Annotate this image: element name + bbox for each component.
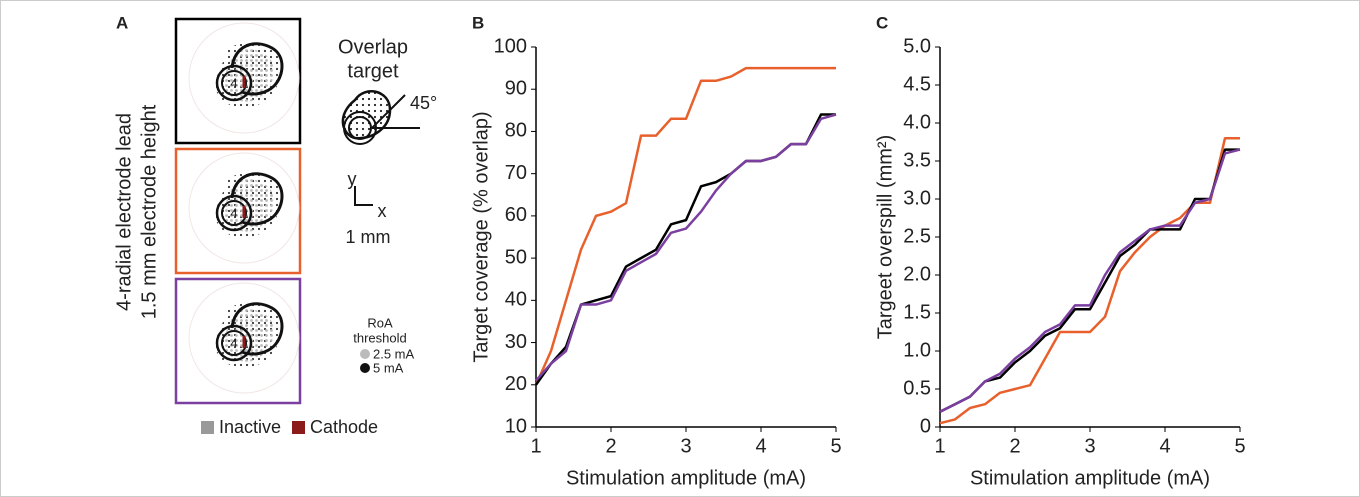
y-tick-label: 30 [505, 331, 527, 353]
roa-label: 2.5 mA [373, 346, 415, 361]
panel-letter: B [472, 13, 484, 32]
x-tick-label: 4 [755, 435, 766, 457]
scale-bar [354, 186, 373, 206]
x-axis-label: Stimulation amplitude (mA) [970, 467, 1210, 489]
y-tick-label: 50 [505, 246, 527, 268]
angle-label: 45° [410, 93, 437, 113]
y-tick-label: 2.0 [903, 263, 931, 285]
x-tick-label: 1 [530, 435, 541, 457]
scale-label: 1 mm [346, 227, 391, 247]
y-tick-label: 10 [505, 415, 527, 437]
side-label: 1.5 mm electrode height [138, 104, 160, 319]
panel-letter: A [116, 13, 128, 32]
x-tick-label: 4 [1159, 435, 1170, 457]
scale-axis-label: y [348, 169, 357, 189]
x-tick-label: 1 [934, 435, 945, 457]
electrode-label: 4 [230, 75, 237, 90]
x-tick-label: 2 [605, 435, 616, 457]
y-tick-label: 100 [494, 35, 527, 57]
x-tick-label: 3 [1084, 435, 1095, 457]
y-tick-label: 90 [505, 78, 527, 100]
x-axis-label: Stimulation amplitude (mA) [566, 467, 806, 489]
x-tick-label: 2 [1009, 435, 1020, 457]
y-tick-label: 40 [505, 289, 527, 311]
y-axis-label: Target coverage (% overlap) [470, 111, 492, 362]
side-label: 4-radial electrode lead [113, 113, 135, 311]
scale-axis-label: x [378, 201, 387, 221]
x-tick-label: 5 [830, 435, 841, 457]
y-tick-label: 3.0 [903, 187, 931, 209]
series-line [534, 66, 836, 386]
panel-a: A 4-radial electrode lead 1.5 mm electro… [113, 13, 437, 436]
legend-swatch [292, 421, 305, 434]
y-tick-label: 20 [505, 373, 527, 395]
overlap-target [341, 90, 420, 145]
series-line [939, 148, 1240, 413]
y-tick-label: 70 [505, 162, 527, 184]
y-tick-label: 1.5 [903, 301, 931, 323]
y-tick-label: 80 [505, 120, 527, 142]
roa-label: threshold [353, 330, 406, 345]
y-tick-label: 5.0 [903, 35, 931, 57]
y-tick-label: 60 [505, 204, 527, 226]
overlap-label: Overlap [338, 36, 408, 58]
legend-swatch [201, 421, 214, 434]
series-line [535, 113, 837, 382]
x-tick-label: 3 [680, 435, 691, 457]
y-tick-label: 2.5 [903, 225, 931, 247]
legend-label: Cathode [310, 417, 378, 437]
panel-letter: C [876, 13, 888, 32]
y-tick-label: 1.0 [903, 339, 931, 361]
y-tick-label: 0 [920, 415, 931, 437]
y-tick-label: 0.5 [903, 377, 931, 399]
roa-label: RoA [367, 315, 393, 330]
y-tick-label: 4.0 [903, 111, 931, 133]
roa-label: 5 mA [373, 360, 404, 375]
y-tick-label: 3.5 [903, 149, 931, 171]
overlap-label: target [347, 60, 399, 82]
series-line [939, 148, 1241, 413]
electrode-label: 4 [230, 205, 237, 220]
y-axis-label: Targeet overspill (mm²) [874, 135, 896, 339]
electrode-label: 4 [230, 335, 237, 350]
roa-marker [360, 363, 370, 373]
roa-marker [360, 349, 370, 359]
x-tick-label: 5 [1234, 435, 1245, 457]
y-tick-label: 4.5 [903, 73, 931, 95]
legend-label: Inactive [219, 417, 281, 437]
